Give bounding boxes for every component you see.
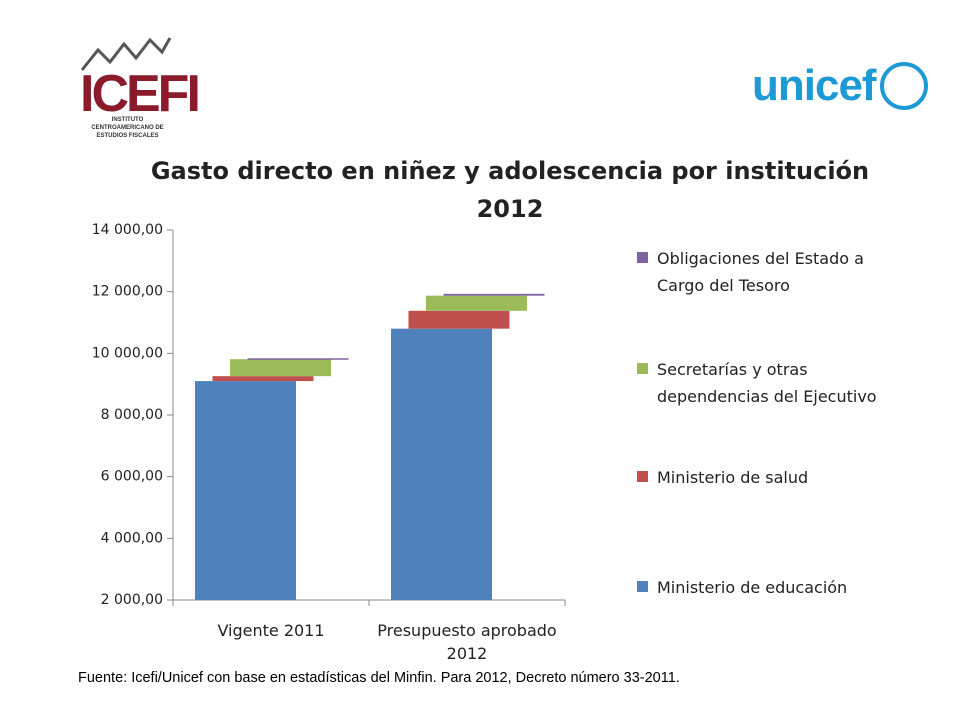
y-tick-label: 2 000,00 <box>101 592 163 608</box>
bar-segment <box>195 381 296 600</box>
bar-segment <box>408 310 510 329</box>
bar-segment <box>247 358 349 360</box>
legend-swatch <box>637 471 648 482</box>
x-tick-label: Vigente 2011 <box>217 621 325 640</box>
y-tick-label: 4 000,00 <box>101 530 163 546</box>
legend-label: Obligaciones del Estado a Cargo del Teso… <box>657 249 864 295</box>
y-tick-label: 6 000,00 <box>101 469 163 485</box>
y-tick-label: 10 000,00 <box>92 345 163 361</box>
legend-item: Obligaciones del Estado a Cargo del Teso… <box>637 245 907 299</box>
legend-label: Ministerio de educación <box>657 578 848 597</box>
bar-segment <box>391 328 492 600</box>
logo-text: unicef <box>752 61 877 110</box>
legend-swatch <box>637 363 648 374</box>
logo-subtitle: INSTITUTO CENTROAMERICANO DE ESTUDIOS FI… <box>91 117 164 139</box>
legend-item: Ministerio de educación <box>637 574 907 601</box>
y-tick-label: 8 000,00 <box>101 407 163 423</box>
y-tick-label: 14 000,00 <box>92 222 163 238</box>
logo-text: ICEFI <box>80 65 201 123</box>
legend-label: Ministerio de salud <box>657 468 809 487</box>
plot-area: 2 000,00 4 000,00 6 000,00 8 000,00 10 000,0… <box>92 222 566 608</box>
legend-swatch <box>637 581 648 592</box>
bar-segment <box>443 293 545 296</box>
logo-mark <box>80 37 172 71</box>
legend-swatch <box>637 252 648 263</box>
y-tick-label: 12 000,00 <box>92 284 163 300</box>
source-note: Fuente: Icefi/Unicef con base en estadís… <box>78 670 680 686</box>
legend-label: Secretarías y otras dependencias del Eje… <box>657 360 877 406</box>
legend-item: Secretarías y otras dependencias del Eje… <box>637 356 907 410</box>
chart-title: Gasto directo en niñez y adolescencia po… <box>150 157 870 223</box>
bar-segment <box>230 359 331 377</box>
bar-segment <box>426 295 527 311</box>
x-tick-label: Presupuesto aprobado 2012 <box>377 621 557 663</box>
logo-globe <box>880 62 928 110</box>
legend-item: Ministerio de salud <box>637 464 907 491</box>
bar-segment <box>212 376 314 382</box>
